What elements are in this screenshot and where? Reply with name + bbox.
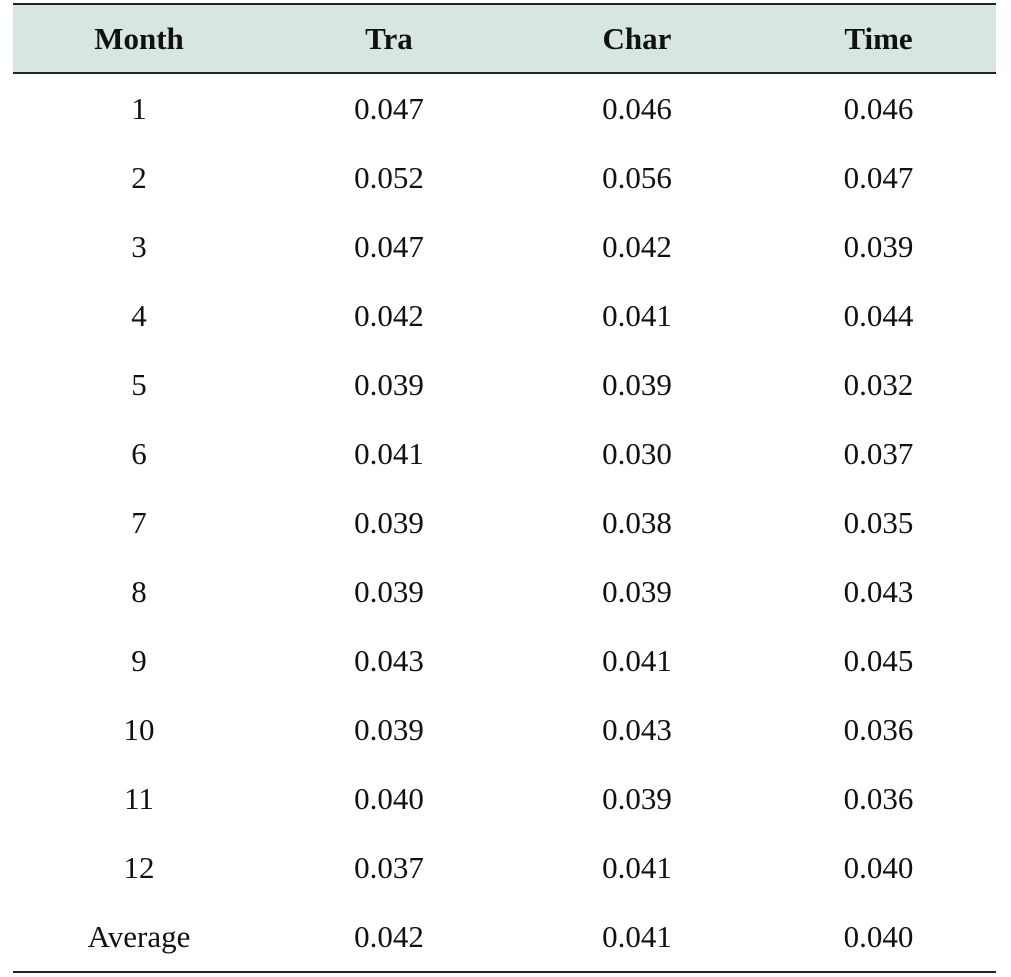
cell-month: 4: [131, 297, 147, 333]
cell-tra: 0.037: [354, 849, 424, 885]
table-row: 9 0.043 0.041 0.045: [13, 626, 996, 695]
cell-char: 0.046: [602, 90, 672, 126]
table-row: 8 0.039 0.039 0.043: [13, 557, 996, 626]
cell-time: 0.043: [843, 573, 914, 609]
cell-char: 0.039: [602, 780, 672, 816]
cell-month: 2: [131, 159, 147, 195]
cell-time: 0.040: [843, 849, 914, 885]
table-row: 2 0.052 0.056 0.047: [13, 143, 996, 212]
cell-tra: 0.047: [354, 90, 424, 126]
cell-time: 0.047: [843, 159, 914, 195]
cell-time: 0.032: [843, 366, 914, 402]
table-row: 11 0.040 0.039 0.036: [13, 764, 996, 833]
cell-char: 0.041: [513, 902, 761, 973]
table-row: 10 0.039 0.043 0.036: [13, 695, 996, 764]
cell-month: 3: [131, 228, 147, 264]
table-row: 4 0.042 0.041 0.044: [13, 281, 996, 350]
table-header: Month Tra Char Time: [13, 3, 996, 74]
header-month: Month: [13, 3, 265, 74]
cell-char: 0.039: [602, 573, 672, 609]
header-row: Month Tra Char Time: [13, 3, 996, 74]
cell-tra: 0.042: [265, 902, 513, 973]
cell-tra: 0.041: [354, 435, 424, 471]
cell-month: Average: [13, 902, 265, 973]
cell-time: 0.035: [843, 504, 914, 540]
average-row: Average 0.042 0.041 0.040: [13, 902, 996, 973]
table-row: 1 0.047 0.046 0.046: [13, 73, 996, 143]
cell-char: 0.043: [602, 711, 672, 747]
table-row: 5 0.039 0.039 0.032: [13, 350, 996, 419]
cell-tra: 0.040: [354, 780, 424, 816]
cell-month: 5: [131, 366, 147, 402]
cell-char: 0.039: [602, 366, 672, 402]
cell-char: 0.041: [602, 297, 672, 333]
cell-month: 6: [131, 435, 147, 471]
cell-char: 0.041: [602, 642, 672, 678]
cell-char: 0.042: [602, 228, 672, 264]
data-table-container: Month Tra Char Time 1 0.047 0.046 0.046 …: [13, 3, 996, 973]
cell-char: 0.030: [602, 435, 672, 471]
header-char: Char: [513, 3, 761, 74]
monthly-values-table: Month Tra Char Time 1 0.047 0.046 0.046 …: [13, 3, 996, 973]
cell-time: 0.036: [843, 780, 914, 816]
cell-char: 0.041: [602, 849, 672, 885]
header-time: Time: [761, 3, 996, 74]
cell-month: 11: [124, 780, 154, 816]
cell-tra: 0.047: [354, 228, 424, 264]
cell-char: 0.056: [602, 159, 672, 195]
table-row: 12 0.037 0.041 0.040: [13, 833, 996, 902]
cell-time: 0.039: [843, 228, 914, 264]
cell-month: 1: [131, 90, 147, 126]
table-row: 3 0.047 0.042 0.039: [13, 212, 996, 281]
cell-time: 0.046: [843, 90, 914, 126]
cell-tra: 0.039: [354, 711, 424, 747]
cell-tra: 0.039: [354, 573, 424, 609]
cell-time: 0.044: [843, 297, 914, 333]
cell-month: 9: [131, 642, 147, 678]
table-body: 1 0.047 0.046 0.046 2 0.052 0.056 0.047 …: [13, 73, 996, 973]
table-row: 6 0.041 0.030 0.037: [13, 419, 996, 488]
cell-month: 8: [131, 573, 147, 609]
cell-time: 0.040: [761, 902, 996, 973]
cell-time: 0.045: [843, 642, 914, 678]
cell-tra: 0.039: [354, 366, 424, 402]
cell-tra: 0.039: [354, 504, 424, 540]
cell-month: 7: [131, 504, 147, 540]
cell-time: 0.036: [843, 711, 914, 747]
cell-tra: 0.043: [354, 642, 424, 678]
cell-month: 10: [123, 711, 155, 747]
cell-tra: 0.052: [354, 159, 424, 195]
header-tra: Tra: [265, 3, 513, 74]
table-row: 7 0.039 0.038 0.035: [13, 488, 996, 557]
cell-time: 0.037: [843, 435, 914, 471]
cell-char: 0.038: [602, 504, 672, 540]
cell-tra: 0.042: [354, 297, 424, 333]
cell-month: 12: [123, 849, 155, 885]
